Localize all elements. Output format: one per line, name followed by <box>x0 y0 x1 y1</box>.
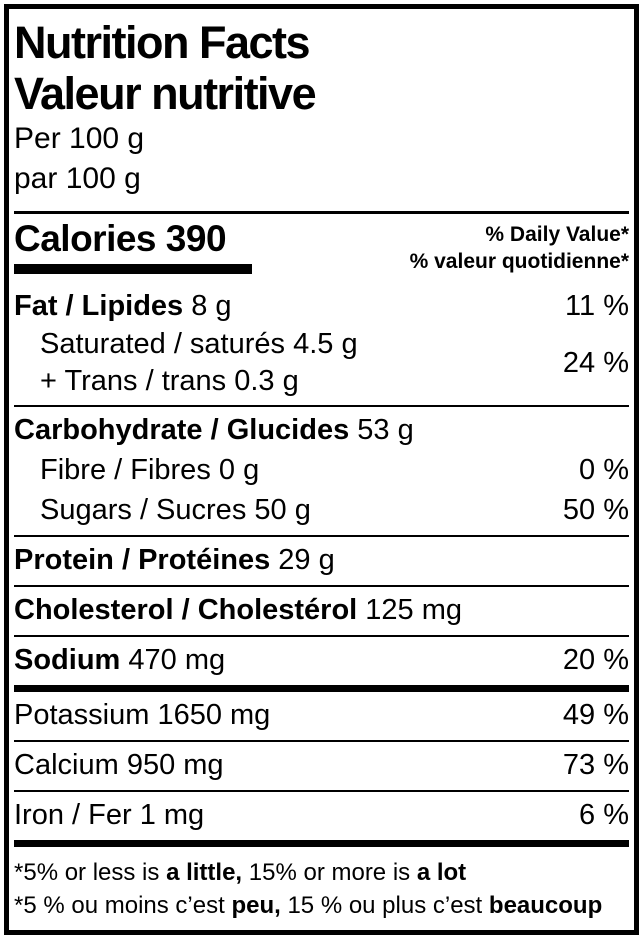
label-header: Nutrition Facts Valeur nutritive Per 100… <box>14 9 629 211</box>
fat-daily-value: 11 % <box>565 290 629 322</box>
cholesterol-line: Cholesterol / Cholestérol 125 mg <box>14 590 629 630</box>
section-divider <box>14 740 629 742</box>
saturated-label: Saturated / saturés 4.5 g <box>40 328 358 360</box>
saturated-trans-lines: Saturated / saturés 4.5 g + Trans / tran… <box>14 326 358 400</box>
daily-value-header-fr: % valeur quotidienne* <box>409 250 629 273</box>
fibre-daily-value: 0 % <box>579 454 629 486</box>
protein-row: Protein / Protéines 29 g <box>14 537 629 585</box>
daily-value-header: % Daily Value* % valeur quotidienne* <box>410 219 629 275</box>
iron-line: Iron / Fer 1 mg 6 % <box>14 795 629 835</box>
calories-underline-bar <box>14 264 252 274</box>
sodium-row: Sodium 470 mg 20 % <box>14 637 629 685</box>
thick-divider-bar <box>14 840 629 847</box>
fibre-line: Fibre / Fibres 0 g 0 % <box>14 450 629 490</box>
cholesterol-label: Cholesterol / Cholestérol 125 mg <box>14 594 463 626</box>
potassium-daily-value: 49 % <box>562 699 629 731</box>
thick-divider-bar <box>14 685 629 692</box>
calcium-line: Calcium 950 mg 73 % <box>14 745 629 785</box>
fat-label: Fat / Lipides 8 g <box>14 290 232 322</box>
protein-label: Protein / Protéines 29 g <box>14 544 335 576</box>
fibre-label: Fibre / Fibres 0 g <box>40 454 260 486</box>
calories-section: Calories 390 % Daily Value* % valeur quo… <box>14 214 629 283</box>
section-divider <box>14 405 629 407</box>
saturated-trans-group: Saturated / saturés 4.5 g + Trans / tran… <box>14 326 629 400</box>
fat-line: Fat / Lipides 8 g 11 % <box>14 286 629 326</box>
iron-label: Iron / Fer 1 mg <box>14 799 205 831</box>
trans-label: + Trans / trans 0.3 g <box>40 365 299 397</box>
title-en: Nutrition Facts <box>14 17 311 68</box>
sodium-line: Sodium 470 mg 20 % <box>14 640 629 680</box>
serving-size-fr: par 100 g <box>14 162 141 195</box>
sugars-line: Sugars / Sucres 50 g 50 % <box>14 490 629 530</box>
section-divider <box>14 535 629 537</box>
section-divider <box>14 790 629 792</box>
carbohydrate-row: Carbohydrate / Glucides 53 g Fibre / Fib… <box>14 407 629 535</box>
potassium-label: Potassium 1650 mg <box>14 699 271 731</box>
section-divider <box>14 585 629 587</box>
daily-value-header-en: % Daily Value* <box>485 223 629 246</box>
nutrition-facts-label: Nutrition Facts Valeur nutritive Per 100… <box>4 4 639 935</box>
footnote-en: *5% or less is a little, 15% or more is … <box>14 859 467 886</box>
serving-size-en: Per 100 g <box>14 122 145 155</box>
footnote: *5% or less is a little, 15% or more is … <box>14 847 629 930</box>
calories-value: Calories 390 <box>14 218 227 259</box>
section-divider <box>14 635 629 637</box>
footnote-fr: *5 % ou moins c’est peu, 15 % ou plus c’… <box>14 892 603 919</box>
potassium-line: Potassium 1650 mg 49 % <box>14 695 629 735</box>
carbohydrate-label: Carbohydrate / Glucides 53 g <box>14 414 414 446</box>
saturated-trans-daily-value: 24 % <box>562 347 629 379</box>
iron-row: Iron / Fer 1 mg 6 % <box>14 792 629 840</box>
protein-line: Protein / Protéines 29 g <box>14 540 629 580</box>
title-fr: Valeur nutritive <box>14 68 317 119</box>
calcium-label: Calcium 950 mg <box>14 749 224 781</box>
header-divider <box>14 211 629 214</box>
calories-block: Calories 390 <box>14 219 252 274</box>
sugars-label: Sugars / Sucres 50 g <box>40 494 311 526</box>
sodium-daily-value: 20 % <box>562 644 629 676</box>
potassium-row: Potassium 1650 mg 49 % <box>14 692 629 740</box>
sodium-label: Sodium 470 mg <box>14 644 226 676</box>
calcium-row: Calcium 950 mg 73 % <box>14 742 629 790</box>
carbohydrate-line: Carbohydrate / Glucides 53 g <box>14 410 629 450</box>
sugars-daily-value: 50 % <box>562 494 629 526</box>
iron-daily-value: 6 % <box>579 799 629 831</box>
cholesterol-row: Cholesterol / Cholestérol 125 mg <box>14 587 629 635</box>
calcium-daily-value: 73 % <box>562 749 629 781</box>
fat-row: Fat / Lipides 8 g 11 % Saturated / satur… <box>14 283 629 405</box>
